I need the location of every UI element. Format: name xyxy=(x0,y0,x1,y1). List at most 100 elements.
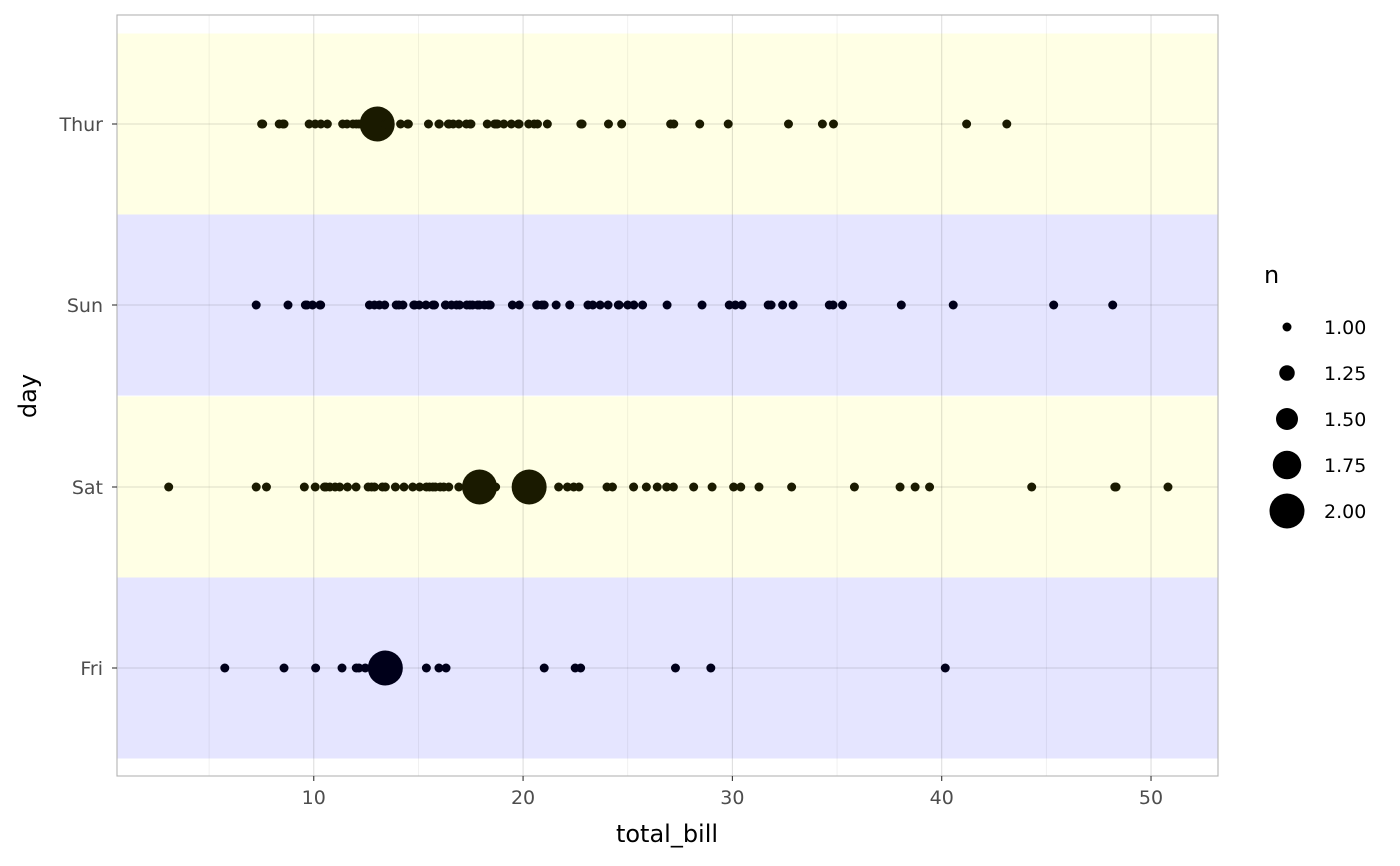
point-thur xyxy=(322,119,332,129)
point-sat xyxy=(1163,482,1173,492)
point-sun xyxy=(539,300,549,310)
point-fri xyxy=(706,663,716,673)
y-tick-label: Sat xyxy=(72,477,103,499)
point-thur xyxy=(382,119,392,129)
point-thur xyxy=(783,119,793,129)
point-sun xyxy=(565,300,575,310)
point-sun xyxy=(507,300,517,310)
point-thur xyxy=(359,106,395,142)
point-sat xyxy=(689,482,699,492)
point-fri xyxy=(220,663,230,673)
point-sat xyxy=(299,482,309,492)
point-thur xyxy=(493,119,503,129)
point-sat xyxy=(652,482,662,492)
legend-label: 1.00 xyxy=(1324,317,1366,339)
point-sat xyxy=(787,482,797,492)
point-thur xyxy=(514,119,524,129)
point-thur xyxy=(454,119,464,129)
point-fri xyxy=(434,663,444,673)
point-sat xyxy=(444,482,454,492)
point-sun xyxy=(414,300,424,310)
point-sun xyxy=(737,300,747,310)
day-bands xyxy=(117,33,1218,759)
point-sat xyxy=(736,482,746,492)
point-thur xyxy=(817,119,827,129)
point-sat xyxy=(641,482,651,492)
point-thur xyxy=(723,119,733,129)
point-thur xyxy=(434,119,444,129)
point-sat xyxy=(369,482,379,492)
point-sat xyxy=(629,482,639,492)
point-thur xyxy=(403,119,413,129)
point-sun xyxy=(614,300,624,310)
legend-key xyxy=(1276,408,1298,430)
point-sun xyxy=(697,300,707,310)
point-thur xyxy=(279,119,289,129)
point-thur xyxy=(316,119,326,129)
point-sun xyxy=(629,300,639,310)
point-sat xyxy=(462,469,498,505)
point-sun xyxy=(603,300,613,310)
point-sat xyxy=(729,482,739,492)
point-sat xyxy=(1027,482,1037,492)
point-sat xyxy=(511,469,547,505)
x-axis-title: total_bill xyxy=(616,820,718,848)
point-sun xyxy=(430,300,440,310)
point-thur xyxy=(542,119,552,129)
x-tick-label: 50 xyxy=(1139,787,1163,809)
point-sat xyxy=(351,482,361,492)
point-sat xyxy=(707,482,717,492)
y-tick-label: Sun xyxy=(67,295,103,317)
point-sat xyxy=(895,482,905,492)
point-sat xyxy=(925,482,935,492)
y-axis-title: day xyxy=(14,374,42,418)
x-axis-ticks: 10 20 30 40 50 xyxy=(302,776,1163,809)
y-tick-label: Thur xyxy=(58,114,103,136)
point-sat xyxy=(390,482,400,492)
legend-label: 1.75 xyxy=(1324,455,1366,477)
point-sun xyxy=(837,300,847,310)
point-thur xyxy=(423,119,433,129)
point-sun xyxy=(788,300,798,310)
point-sun xyxy=(1049,300,1059,310)
point-fri xyxy=(279,663,289,673)
point-thur xyxy=(1002,119,1012,129)
point-sun xyxy=(308,300,318,310)
point-thur xyxy=(603,119,613,129)
point-sun xyxy=(380,300,390,310)
point-thur xyxy=(695,119,705,129)
point-sun xyxy=(316,300,326,310)
point-fri xyxy=(337,663,347,673)
point-sun xyxy=(251,300,261,310)
point-sat xyxy=(164,482,174,492)
data-points xyxy=(164,106,1173,686)
point-sat xyxy=(399,482,409,492)
x-tick-label: 40 xyxy=(930,787,954,809)
point-fri xyxy=(940,663,950,673)
y-tick-label: Fri xyxy=(80,658,103,680)
point-sat xyxy=(754,482,764,492)
legend: n 1.00 1.25 1.50 1.75 2.00 xyxy=(1264,261,1366,529)
point-fri xyxy=(539,663,549,673)
point-fri xyxy=(576,663,586,673)
point-sun xyxy=(514,300,524,310)
point-sat xyxy=(491,482,501,492)
point-sun xyxy=(828,300,838,310)
point-thur xyxy=(533,119,543,129)
point-sat xyxy=(335,482,345,492)
point-sun xyxy=(455,300,465,310)
x-tick-label: 10 xyxy=(302,787,326,809)
point-sat xyxy=(1111,482,1121,492)
point-sat xyxy=(910,482,920,492)
point-sun xyxy=(551,300,561,310)
point-sun xyxy=(588,300,598,310)
point-sun xyxy=(485,300,495,310)
point-sun xyxy=(595,300,605,310)
point-sat xyxy=(454,482,464,492)
point-sat xyxy=(261,482,271,492)
point-sun xyxy=(948,300,958,310)
point-sun xyxy=(421,300,431,310)
point-thur xyxy=(466,119,476,129)
x-tick-label: 20 xyxy=(511,787,535,809)
